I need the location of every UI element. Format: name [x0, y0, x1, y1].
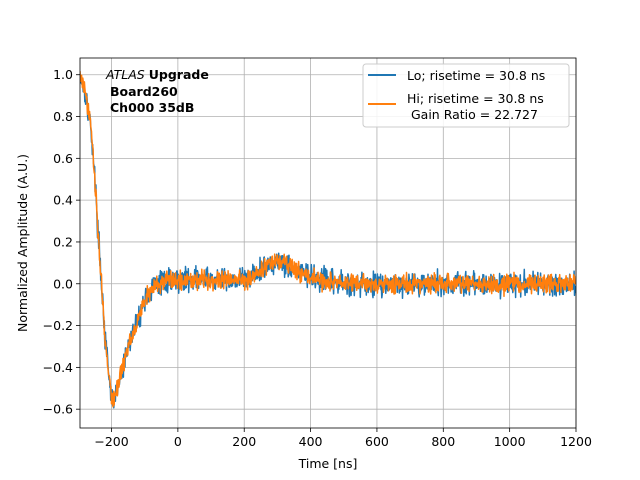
y-tick-label: 0.0: [53, 276, 73, 291]
atlas-annotation: ATLAS Upgrade Board260 Ch000 35dB: [105, 67, 209, 115]
channel-label: Ch000 35dB: [110, 100, 194, 115]
y-tick-label: 0.8: [53, 109, 73, 124]
y-axis-label: Normalized Amplitude (A.U.): [15, 154, 30, 332]
y-tick-label: −0.6: [43, 402, 73, 417]
x-axis-label: Time [ns]: [298, 456, 358, 471]
x-tick-label: 800: [431, 434, 455, 449]
y-axis-ticks: −0.6 −0.4 −0.2 0.0 0.2 0.4 0.6 0.8 1.0: [43, 67, 80, 417]
atlas-label-italic: ATLAS: [105, 67, 145, 82]
legend-entry-lo: Lo; risetime = 30.8 ns: [407, 68, 545, 83]
legend-entry-hi: Hi; risetime = 30.8 ns: [407, 91, 544, 106]
x-axis-ticks: −200 0 200 400 600 800 1000 1200: [94, 428, 592, 449]
board-label: Board260: [110, 84, 178, 99]
y-tick-label: −0.4: [43, 360, 73, 375]
atlas-label-upgrade: Upgrade: [149, 67, 209, 82]
atlas-label-line1: ATLAS Upgrade: [105, 67, 209, 82]
y-tick-label: −0.2: [43, 318, 73, 333]
x-tick-label: 1200: [560, 434, 592, 449]
y-tick-label: 1.0: [53, 67, 73, 82]
y-tick-label: 0.6: [53, 151, 73, 166]
legend-entry-hi-gain: Gain Ratio = 22.727: [407, 107, 538, 122]
legend: Lo; risetime = 30.8 ns Hi; risetime = 30…: [362, 63, 570, 128]
series-line-hi: [80, 71, 576, 408]
x-tick-label: −200: [94, 434, 128, 449]
plot-frame: [79, 57, 577, 429]
x-tick-label: 200: [232, 434, 256, 449]
legend-box: [362, 63, 570, 128]
x-tick-label: 1000: [494, 434, 526, 449]
y-tick-label: 0.4: [53, 193, 73, 208]
series-layer: [80, 71, 576, 409]
y-tick-label: 0.2: [53, 234, 73, 249]
x-tick-label: 0: [174, 434, 182, 449]
x-tick-label: 600: [365, 434, 389, 449]
x-tick-label: 400: [299, 434, 323, 449]
